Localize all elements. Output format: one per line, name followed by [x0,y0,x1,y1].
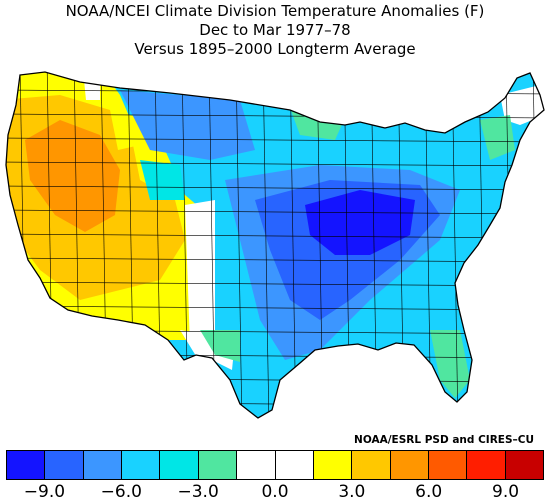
colorbar-tick-label: 0.0 [261,482,289,502]
colorbar [6,450,544,480]
division-line [262,72,270,418]
division-line [6,233,544,239]
colorbar-tick-label: 6.0 [415,482,443,502]
region-cool-north-plains [120,90,255,160]
division-line [6,161,544,167]
region-mint-texas [200,330,240,362]
region-neutral-plains [185,200,215,345]
colorbar-swatch [160,451,199,479]
colorbar-swatch [122,451,161,479]
us-anomaly-map [0,71,550,430]
title-line-1: NOAA/NCEI Climate Division Temperature A… [65,2,485,20]
region-very-cold-ohio-valley [305,190,415,255]
colorbar-tick-label: 9.0 [492,482,520,502]
colorbar-swatch [275,451,314,479]
region-warm-gold-arizona [100,245,150,285]
division-line [6,209,544,215]
colorbar-tick-label: −6.0 [100,482,142,502]
division-line [6,401,544,407]
map-title: NOAA/NCEI Climate Division Temperature A… [0,2,550,59]
colorbar-tick-label: −9.0 [23,482,66,502]
title-line-2: Dec to Mar 1977–78 [199,21,351,39]
division-line [6,137,544,143]
colorbar-swatch [352,451,391,479]
region-mint-florida [430,330,470,398]
region-warm-orange-west [25,120,120,232]
division-line [0,426,550,430]
division-line [6,185,544,191]
division-line [6,305,544,311]
colorbar-swatch [313,451,353,479]
colorbar-swatch [198,451,238,479]
colorbar-swatch [83,451,123,479]
region-mint-new-england [480,115,515,160]
colorbar-swatch [45,451,84,479]
colorbar-tick-label: −3.0 [177,482,219,502]
region-cyan-wyoming [140,160,185,200]
colorbar-swatch [237,451,276,479]
colorbar-swatch [428,451,468,479]
colorbar-swatch [7,451,46,479]
colorbar-swatch [390,451,429,479]
anomaly-regions [6,72,544,418]
colorbar-tick-label: 3.0 [338,482,366,502]
colorbar-ticks: −9.0 −6.0 −3.0 0.0 3.0 6.0 9.0 [0,481,550,504]
title-line-3: Versus 1895–2000 Longterm Average [134,40,416,58]
division-line [235,72,243,418]
credit-text: NOAA/ESRL PSD and CIRES–CU [354,434,534,446]
colorbar-swatch [505,451,544,479]
division-line [6,257,544,263]
colorbar-swatch [467,451,506,479]
